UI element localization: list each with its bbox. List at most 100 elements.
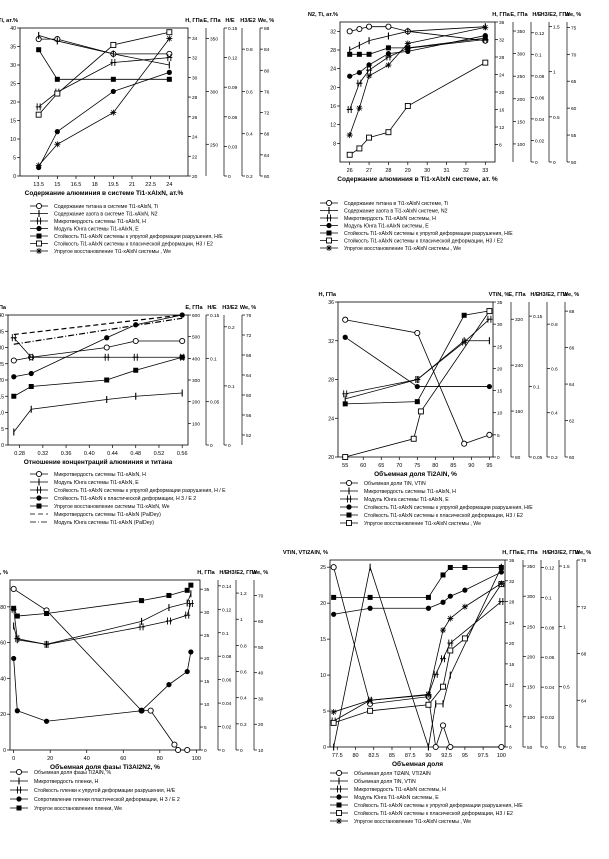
- y-tick-label: 80: [0, 605, 6, 611]
- data-point: [188, 582, 194, 588]
- y-tick-label: 0: [535, 160, 538, 166]
- data-point: [28, 370, 34, 377]
- y-tick-label: 24: [499, 73, 505, 79]
- data-point: [385, 45, 391, 51]
- data-point: [447, 639, 454, 647]
- y-tick-label: 0: [222, 748, 225, 754]
- data-point: [440, 655, 447, 663]
- y-tick-label: 15: [320, 637, 326, 643]
- x-tick-label: 92.5: [441, 753, 452, 759]
- data-point: [184, 611, 191, 619]
- series-line: [38, 31, 170, 115]
- data-point: [184, 587, 190, 593]
- x-tick-label: 27: [366, 168, 372, 174]
- y-tick-label: 16: [509, 662, 515, 668]
- x-tick-label: 18: [92, 182, 98, 188]
- data-point: [28, 353, 35, 361]
- y-tick-label: 30: [10, 63, 16, 69]
- data-point: [425, 594, 431, 600]
- y-tick-label: 20: [192, 174, 198, 180]
- y-axis-title: H3/E2: [222, 305, 238, 311]
- legend-label: Упругое восстановление пленки, We: [34, 806, 122, 812]
- x-tick-label: 77.5: [332, 753, 343, 759]
- y-tick-label: 0.02: [535, 138, 545, 144]
- y-tick-label: 350: [527, 564, 535, 570]
- series-line: [13, 584, 192, 617]
- legend-label: Стойкость Ti1-xAlxN системы к упругой де…: [354, 802, 523, 809]
- legend-label: Стойкость Ti1-xAlxN системы к пласическо…: [54, 241, 213, 248]
- y-tick-label: 20: [204, 656, 210, 662]
- y-tick-label: 0.02: [545, 715, 555, 721]
- data-point: [166, 76, 172, 82]
- data-point: [486, 315, 493, 323]
- data-point: [405, 45, 411, 51]
- legend-marker: [335, 769, 343, 777]
- data-point: [461, 635, 468, 642]
- legend-marker: [36, 495, 42, 501]
- data-point: [342, 316, 349, 323]
- y-tick-label: 15: [10, 119, 16, 125]
- y-tick-label: 200: [192, 400, 200, 406]
- y-tick-label: 1.5: [563, 564, 570, 570]
- y-tick-label: 20: [10, 100, 16, 106]
- y-tick-label: 0.1: [222, 631, 229, 637]
- legend: Объемная доля Ti2AlN, VTi2AlN Объемная до…: [330, 769, 523, 825]
- legend-marker: [346, 495, 352, 503]
- y-tick-label: 40: [0, 676, 6, 682]
- data-point: [171, 741, 178, 748]
- data-point: [440, 572, 446, 578]
- data-point: [356, 69, 362, 76]
- x-tick-label: 20: [47, 756, 53, 762]
- y-tick-label: 1.5: [553, 25, 560, 31]
- y-tick-label: 50: [258, 645, 264, 651]
- series-line: [349, 26, 486, 51]
- series-line: [345, 310, 490, 405]
- legend-marker: [345, 479, 353, 487]
- data-point: [356, 105, 363, 112]
- y-tick-label: 0.4: [551, 411, 558, 417]
- y-tick-label: 32: [192, 56, 198, 62]
- y-tick-label: 0.04: [535, 117, 545, 123]
- series-7: [346, 24, 489, 139]
- y-axis-title: E, ГПа: [508, 292, 526, 298]
- y-tick-label: 32: [330, 29, 336, 35]
- data-point: [14, 613, 20, 619]
- y-tick-label: 72: [246, 333, 252, 339]
- data-point: [346, 28, 353, 35]
- series-line: [333, 583, 502, 724]
- data-point: [482, 24, 489, 31]
- x-tick-label: 82.5: [368, 753, 379, 759]
- data-point: [35, 162, 42, 169]
- y-axis-title: E, ГПа: [520, 550, 538, 556]
- x-tick-label: 19.5: [108, 182, 119, 188]
- data-point: [165, 617, 172, 625]
- y-tick-label: 70: [571, 52, 577, 58]
- data-point: [166, 69, 172, 75]
- y-tick-label: 20: [509, 641, 515, 647]
- series-4: [342, 334, 492, 390]
- y-axis-title: We, %: [575, 550, 591, 556]
- data-point: [110, 88, 116, 95]
- series-4: [36, 69, 172, 171]
- data-point: [54, 141, 61, 148]
- series-line: [38, 38, 170, 55]
- data-point: [461, 440, 468, 447]
- y-tick-label: 0: [3, 748, 6, 754]
- y-tick-label: 200: [517, 97, 525, 103]
- data-point: [110, 59, 117, 67]
- y-tick-label: 60: [571, 106, 577, 112]
- y-tick-label: 0: [553, 160, 556, 166]
- x-tick-label: 95: [462, 753, 468, 759]
- data-point: [103, 353, 110, 361]
- legend-label: Содержание титана в Ti1-xAlxN системе, T…: [344, 201, 448, 207]
- y-tick-label: 15: [497, 389, 503, 395]
- data-point: [410, 435, 417, 442]
- y-tick-label: 100: [192, 421, 200, 427]
- y-tick-label: 0.1: [545, 595, 552, 601]
- series-line: [38, 38, 170, 166]
- y-axis-title: E, ГПа: [185, 305, 203, 311]
- series-2: [333, 563, 502, 751]
- series-5: [11, 354, 185, 399]
- data-point: [440, 627, 447, 634]
